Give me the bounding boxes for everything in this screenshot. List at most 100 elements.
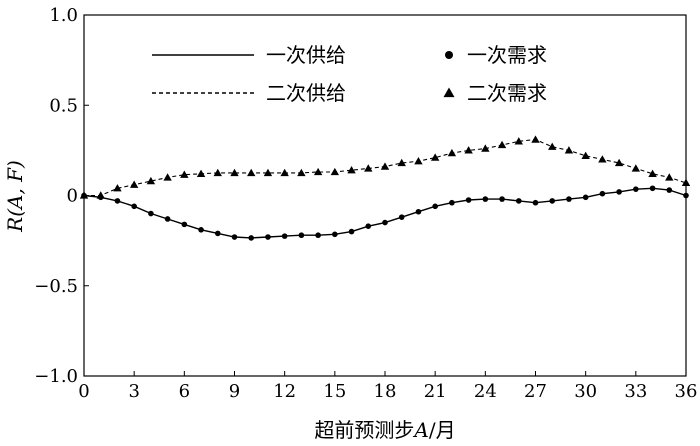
x-axis-label: 超前预测步A/月 — [314, 418, 455, 442]
data-point-primary-demand — [332, 231, 338, 238]
data-point-primary-demand — [248, 235, 255, 241]
x-tick-label: 0 — [78, 381, 89, 402]
data-point-secondary-demand — [129, 180, 139, 188]
data-point-primary-demand — [549, 198, 556, 204]
data-point-primary-demand — [315, 232, 321, 239]
legend-swatch-triangle — [443, 87, 455, 98]
data-point-secondary-demand — [397, 158, 406, 167]
data-point-primary-demand — [181, 221, 188, 228]
data-point-secondary-demand — [146, 176, 156, 185]
data-point-primary-demand — [599, 190, 606, 197]
data-point-primary-demand — [515, 198, 522, 204]
x-tick-label: 24 — [474, 381, 497, 402]
plot-area — [79, 135, 691, 241]
x-tick-label: 18 — [374, 381, 397, 402]
data-point-primary-demand — [532, 199, 539, 206]
data-point-primary-demand — [398, 214, 405, 220]
data-point-primary-demand — [415, 208, 422, 215]
data-point-primary-demand — [265, 234, 271, 240]
x-tick-label: 30 — [574, 381, 597, 402]
data-point-primary-demand — [482, 196, 489, 202]
data-point-primary-demand — [499, 196, 505, 202]
data-point-secondary-demand — [631, 164, 641, 172]
data-point-secondary-demand — [514, 137, 523, 145]
y-tick-label: 1.0 — [49, 5, 78, 26]
data-point-secondary-demand — [648, 169, 657, 177]
data-point-primary-demand — [616, 189, 622, 195]
data-point-primary-demand — [148, 210, 154, 217]
data-point-secondary-demand — [280, 168, 289, 177]
x-tick-label: 6 — [179, 381, 190, 402]
data-point-secondary-demand — [163, 173, 172, 181]
data-point-secondary-demand — [447, 148, 457, 157]
data-point-secondary-demand — [665, 173, 674, 181]
legend-label: 二次供给 — [266, 81, 346, 105]
data-point-secondary-demand — [113, 184, 122, 192]
data-point-secondary-demand — [414, 157, 423, 165]
data-point-primary-demand — [382, 219, 388, 226]
data-point-secondary-demand — [196, 169, 206, 177]
legend-label: 一次供给 — [266, 43, 346, 67]
data-point-primary-demand — [683, 192, 689, 199]
data-point-secondary-demand — [330, 167, 340, 176]
data-point-secondary-demand — [481, 144, 490, 152]
x-tick-label: 9 — [229, 381, 240, 402]
x-tick-label: 3 — [128, 381, 139, 402]
data-point-primary-demand — [432, 203, 438, 210]
data-point-primary-demand — [582, 194, 589, 201]
x-tick-label: 27 — [524, 381, 547, 402]
data-point-primary-demand — [131, 203, 137, 210]
data-point-primary-demand — [449, 199, 455, 206]
data-point-primary-demand — [348, 228, 355, 235]
data-point-secondary-demand — [347, 166, 356, 174]
data-point-secondary-demand — [96, 191, 105, 199]
data-point-secondary-demand — [614, 158, 624, 167]
data-point-secondary-demand — [79, 191, 89, 199]
data-point-primary-demand — [198, 226, 204, 233]
data-point-primary-demand — [465, 197, 472, 203]
x-tick-label: 15 — [323, 381, 346, 402]
data-point-secondary-demand — [247, 168, 256, 177]
data-point-secondary-demand — [180, 170, 189, 178]
data-point-primary-demand — [666, 187, 673, 193]
data-point-secondary-demand — [548, 142, 557, 150]
data-point-secondary-demand — [531, 135, 540, 143]
data-point-primary-demand — [298, 232, 305, 239]
data-point-secondary-demand — [364, 164, 373, 172]
data-point-primary-demand — [164, 216, 171, 222]
data-point-secondary-demand — [380, 162, 390, 170]
data-point-primary-demand — [566, 196, 572, 202]
data-point-secondary-demand — [313, 167, 323, 176]
data-point-primary-demand — [633, 186, 639, 192]
data-point-primary-demand — [365, 223, 372, 229]
data-point-primary-demand — [649, 185, 656, 192]
legend-label: 二次需求 — [467, 81, 547, 105]
series-line-primary-supply — [83, 187, 687, 239]
data-point-secondary-demand — [230, 168, 239, 177]
y-tick-label: −0.5 — [34, 276, 78, 297]
data-point-secondary-demand — [263, 168, 273, 177]
x-tick-label: 21 — [424, 381, 447, 402]
data-point-secondary-demand — [681, 178, 691, 187]
data-point-secondary-demand — [430, 153, 440, 161]
data-point-secondary-demand — [598, 155, 607, 163]
data-point-secondary-demand — [213, 168, 222, 177]
legend-label: 一次需求 — [467, 43, 547, 67]
data-point-primary-demand — [214, 230, 221, 237]
y-tick-label: 0.5 — [49, 95, 78, 116]
data-point-secondary-demand — [464, 146, 473, 154]
data-point-secondary-demand — [581, 151, 590, 159]
data-point-secondary-demand — [497, 140, 507, 149]
x-tick-label: 12 — [273, 381, 296, 402]
data-point-primary-demand — [231, 234, 238, 240]
data-point-primary-demand — [114, 198, 121, 204]
data-point-secondary-demand — [297, 168, 306, 177]
axes: 0 3 6 9 12 15 18 21 24 27 30 33 361.00.50−0.5−1.0 — [34, 5, 697, 402]
x-tick-label: 36 — [675, 381, 698, 402]
data-point-primary-demand — [281, 233, 288, 239]
x-tick-label: 33 — [624, 381, 647, 402]
legend-swatch-circle — [445, 51, 453, 59]
data-point-secondary-demand — [564, 146, 574, 154]
